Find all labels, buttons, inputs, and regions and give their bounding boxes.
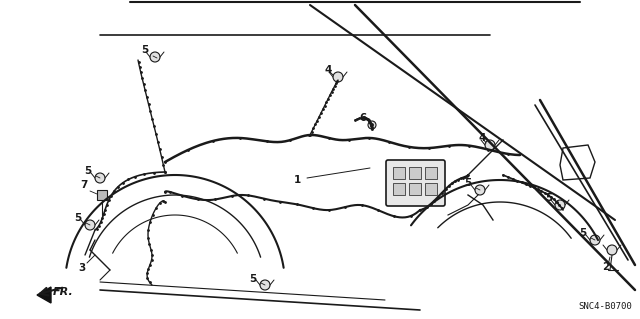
Bar bbox=[409, 167, 421, 179]
Circle shape bbox=[333, 72, 343, 82]
Bar bbox=[425, 167, 437, 179]
Text: SNC4-B0700: SNC4-B0700 bbox=[579, 302, 632, 311]
Bar bbox=[393, 167, 405, 179]
Text: 4: 4 bbox=[478, 133, 486, 143]
Text: 5: 5 bbox=[250, 274, 257, 284]
Circle shape bbox=[607, 245, 617, 255]
Text: 4: 4 bbox=[324, 65, 332, 75]
Text: 2: 2 bbox=[602, 262, 610, 272]
Bar bbox=[409, 183, 421, 195]
Text: 1: 1 bbox=[293, 175, 301, 185]
Text: 3: 3 bbox=[78, 263, 86, 273]
Bar bbox=[425, 183, 437, 195]
FancyBboxPatch shape bbox=[386, 160, 445, 206]
Text: 5: 5 bbox=[465, 178, 472, 188]
Circle shape bbox=[95, 173, 105, 183]
Bar bbox=[393, 183, 405, 195]
Text: 5: 5 bbox=[74, 213, 82, 223]
Text: 5: 5 bbox=[84, 166, 92, 176]
Circle shape bbox=[85, 220, 95, 230]
Text: 5: 5 bbox=[579, 228, 587, 238]
Bar bbox=[97, 190, 107, 200]
Circle shape bbox=[485, 140, 495, 150]
Circle shape bbox=[475, 185, 485, 195]
Circle shape bbox=[260, 280, 270, 290]
Text: 5: 5 bbox=[141, 45, 148, 55]
Circle shape bbox=[150, 52, 160, 62]
Circle shape bbox=[368, 121, 376, 129]
Polygon shape bbox=[37, 287, 51, 303]
Circle shape bbox=[371, 123, 374, 127]
Text: 7: 7 bbox=[80, 180, 88, 190]
Text: 5: 5 bbox=[545, 193, 552, 203]
Text: FR.: FR. bbox=[53, 287, 74, 297]
Text: 6: 6 bbox=[360, 113, 367, 123]
Circle shape bbox=[555, 200, 565, 210]
Circle shape bbox=[590, 235, 600, 245]
